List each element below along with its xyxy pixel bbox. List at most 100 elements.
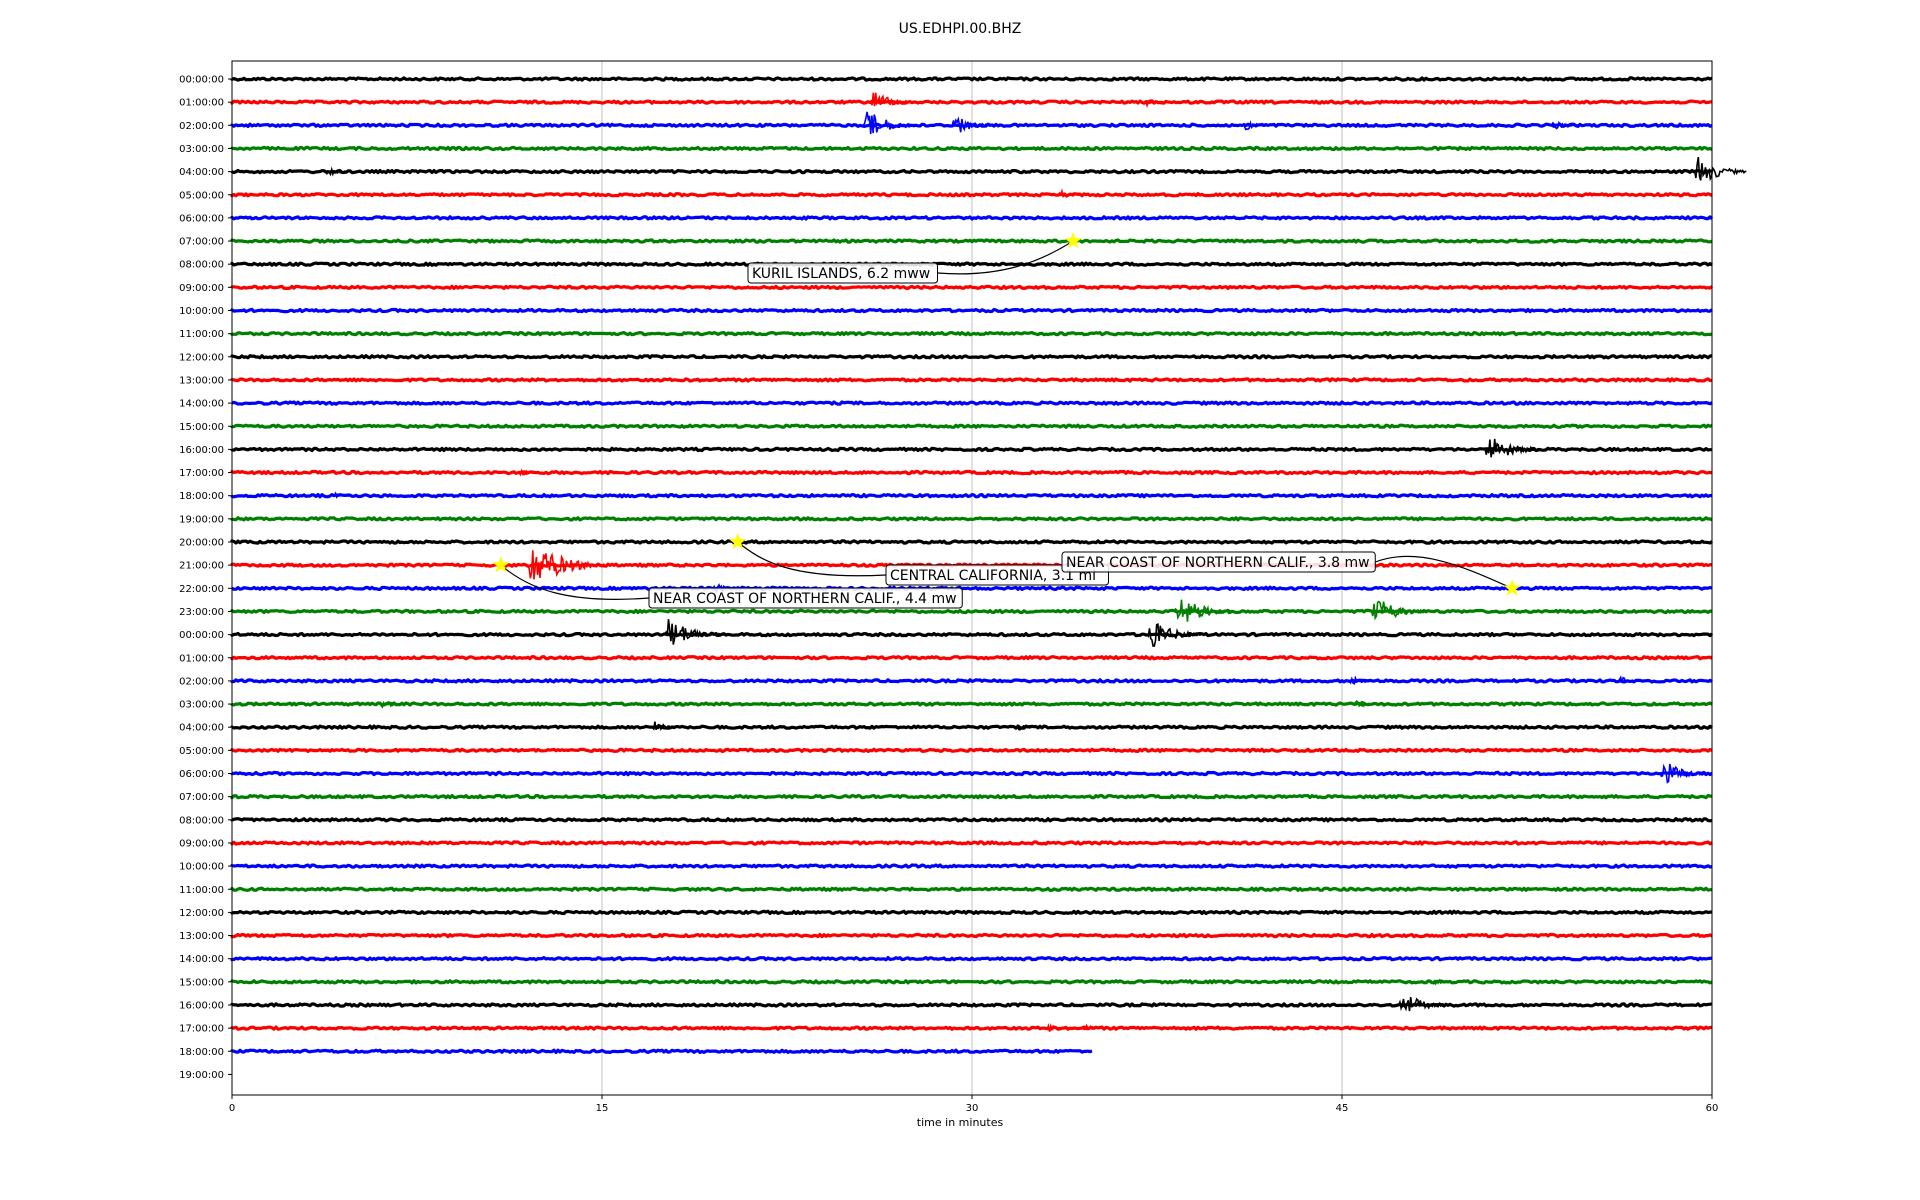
x-tick-label: 30 — [966, 1103, 979, 1114]
row-time-label: 13:00:00 — [179, 375, 224, 386]
event-annotation: NEAR COAST OF NORTHERN CALIF., 4.4 mw — [492, 556, 963, 609]
trace-01:00:00 — [230, 99, 1713, 105]
trace-15:00:00 — [230, 979, 1713, 985]
row-time-label: 06:00:00 — [179, 769, 224, 780]
event-star-marker — [492, 556, 510, 573]
row-time-label: 21:00:00 — [179, 561, 224, 572]
seismic-burst — [1348, 675, 1377, 685]
event-star-marker — [1064, 232, 1082, 249]
seismic-burst — [1242, 119, 1270, 131]
trace-14:00:00 — [231, 400, 1713, 406]
seismic-burst — [1144, 99, 1169, 109]
seismic-burst — [1370, 600, 1426, 621]
seismic-burst — [1057, 188, 1083, 198]
row-time-label: 10:00:00 — [179, 862, 224, 873]
event-connector — [500, 564, 650, 600]
trace-19:00:00 — [230, 516, 1713, 522]
trace-06:00:00 — [230, 770, 1713, 777]
row-time-label: 01:00:00 — [179, 653, 224, 664]
row-time-label: 18:00:00 — [179, 1047, 224, 1058]
event-label: CENTRAL CALIFORNIA, 3.1 ml — [890, 568, 1096, 584]
row-time-label: 17:00:00 — [179, 468, 224, 479]
seismic-burst — [1082, 1023, 1104, 1031]
seismic-burst — [1617, 675, 1643, 684]
trace-02:00:00 — [230, 678, 1713, 684]
row-time-label: 18:00:00 — [179, 491, 224, 502]
event-connector — [937, 240, 1074, 275]
row-time-label: 19:00:00 — [179, 1070, 224, 1081]
trace-11:00:00 — [230, 331, 1713, 337]
row-time-label: 04:00:00 — [179, 167, 224, 178]
event-annotation: CENTRAL CALIFORNIA, 3.1 ml — [729, 533, 1109, 586]
chart-title: US.EDHPI.00.BHZ — [898, 21, 1022, 37]
row-time-label: 15:00:00 — [179, 422, 224, 433]
trace-20:00:00 — [230, 539, 1713, 545]
row-time-label: 08:00:00 — [179, 815, 224, 826]
row-time-label: 01:00:00 — [179, 98, 224, 109]
seismic-burst — [1432, 978, 1454, 986]
x-axis-label: time in minutes — [916, 1116, 1004, 1129]
trace-18:00:00 — [230, 1048, 1093, 1054]
event-connector — [1375, 555, 1513, 589]
event-annotations: KURIL ISLANDS, 6.2 mww CENTRAL CALIFORNIA… — [492, 232, 1521, 609]
seismic-burst — [1045, 1022, 1071, 1032]
x-axis-ticks: 0 15 30 45 60 — [229, 1095, 1718, 1114]
row-time-label: 09:00:00 — [179, 283, 224, 294]
row-time-label: 17:00:00 — [179, 1024, 224, 1035]
event-label: NEAR COAST OF NORTHERN CALIF., 4.4 mw — [653, 591, 957, 607]
row-time-label: 11:00:00 — [179, 329, 224, 340]
event-annotation: NEAR COAST OF NORTHERN CALIF., 3.8 mw — [1061, 551, 1521, 596]
row-time-label: 05:00:00 — [179, 190, 224, 201]
seismic-burst — [1659, 763, 1709, 784]
row-time-label: 07:00:00 — [179, 237, 224, 248]
row-time-label: 16:00:00 — [179, 1001, 224, 1012]
trace-04:00:00 — [230, 168, 1713, 175]
trace-11:00:00 — [230, 886, 1713, 892]
x-tick-label: 45 — [1336, 1103, 1349, 1114]
trace-06:00:00 — [230, 215, 1714, 221]
event-label: NEAR COAST OF NORTHERN CALIF., 3.8 mw — [1066, 555, 1370, 571]
row-time-label: 12:00:00 — [179, 908, 224, 919]
trace-07:00:00 — [230, 238, 1713, 244]
trace-10:00:00 — [230, 863, 1713, 869]
trace-04:00:00 — [230, 724, 1713, 730]
row-time-label: 00:00:00 — [179, 630, 224, 641]
trace-00:00:00 — [230, 631, 1714, 638]
row-time-label: 12:00:00 — [179, 352, 224, 363]
seismic-burst — [379, 700, 405, 709]
trace-13:00:00 — [230, 377, 1713, 383]
row-time-label: 04:00:00 — [179, 723, 224, 734]
row-time-label: 15:00:00 — [179, 977, 224, 988]
trace-10:00:00 — [230, 307, 1713, 314]
row-time-label: 16:00:00 — [179, 445, 224, 456]
row-time-label: 23:00:00 — [179, 607, 224, 618]
trace-05:00:00 — [230, 192, 1713, 198]
row-time-labels: 00:00:00 01:00:00 02:00:00 03:00:00 04:00:00… — [179, 75, 232, 1081]
trace-09:00:00 — [230, 840, 1713, 846]
seismic-burst — [1353, 699, 1379, 708]
row-time-label: 13:00:00 — [179, 931, 224, 942]
seismic-burst — [330, 491, 352, 499]
row-time-label: 05:00:00 — [179, 746, 224, 757]
row-time-label: 02:00:00 — [179, 676, 224, 687]
x-tick-label: 15 — [596, 1103, 609, 1114]
row-time-label: 07:00:00 — [179, 792, 224, 803]
trace-05:00:00 — [230, 747, 1713, 753]
event-star-marker — [1503, 579, 1521, 596]
row-time-label: 03:00:00 — [179, 144, 224, 155]
trace-14:00:00 — [230, 956, 1713, 962]
seismic-burst — [1693, 156, 1747, 182]
seismic-burst — [870, 92, 915, 107]
trace-16:00:00 — [230, 1002, 1713, 1008]
trace-17:00:00 — [230, 1025, 1713, 1031]
row-time-label: 02:00:00 — [179, 121, 224, 132]
seismic-burst — [325, 166, 351, 177]
seismic-burst — [862, 111, 918, 134]
trace-22:00:00 — [231, 585, 1713, 591]
x-tick-label: 0 — [229, 1103, 235, 1114]
event-annotation: KURIL ISLANDS, 6.2 mww — [747, 232, 1082, 284]
row-time-label: 10:00:00 — [179, 306, 224, 317]
seismic-burst — [1484, 438, 1540, 458]
row-time-label: 06:00:00 — [179, 213, 224, 224]
